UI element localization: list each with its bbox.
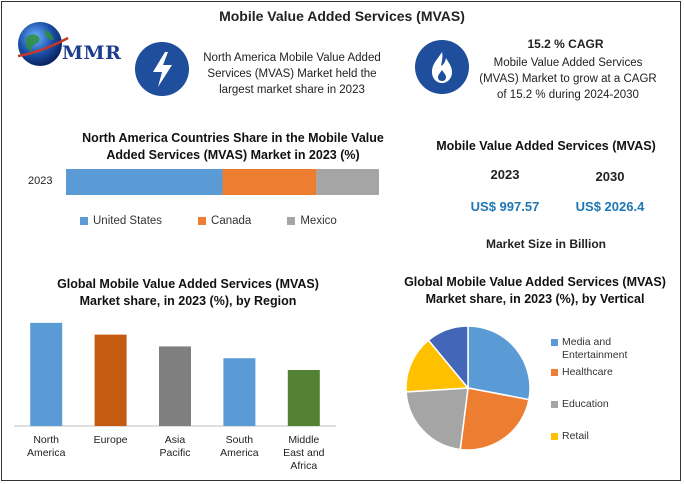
region-bar-asia-pacific [159,346,191,426]
pie-legend-item-education: Education [551,398,679,411]
legend-label: Mexico [300,215,337,227]
country-legend: United States Canada Mexico [80,215,337,227]
legend-label: Retail [562,430,589,442]
region-bar-chart [14,322,336,427]
year-2023: 2023 [490,167,520,182]
market-size-title: Mobile Value Added Services (MVAS) [436,139,656,153]
region-x-ticks: North America Europe Asia Pacific South Ame… [14,434,336,474]
region-bar-middle-east-and-africa [287,370,320,426]
pie-slice-unlabeled-4 [427,325,469,391]
region-tick-south-america: South America [220,434,259,459]
flame-icon [415,40,469,94]
page-title: Mobile Value Added Services (MVAS) [219,8,465,24]
pie-slice-education [405,387,469,451]
legend-swatch [551,401,558,408]
region-tick-europe: Europe [93,434,128,446]
legend-label: Media and Entertainment [562,336,628,361]
legend-swatch [80,217,88,225]
stat-text-1: North America Mobile Value Added Service… [203,52,381,96]
legend-swatch [198,217,207,225]
legend-item-canada: Canada [198,215,251,227]
legend-label: Education [562,398,609,410]
pie-legend-item-retail: Retail [551,430,679,443]
legend-swatch [551,433,558,440]
value-2030: US$ 2026.4 [575,199,645,214]
region-chart-title: Global Mobile Value Added Services (MVAS… [57,277,319,308]
year-2030: 2030 [595,169,625,184]
cagr-heading: 15.2 % CAGR [527,37,604,51]
globe-icon [17,22,69,66]
region-bar-north-america [30,322,63,426]
stat-text-2: Mobile Value Added Services (MVAS) Marke… [479,57,657,101]
region-tick-asia-pacific: Asia Pacific [159,434,191,459]
legend-item-mexico: Mexico [287,215,337,227]
logo-text: MMR [62,42,122,64]
value-2023: US$ 997.57 [470,199,540,214]
legend-label: Healthcare [562,366,613,378]
region-bar-europe [94,334,127,426]
country-bar-segment-mexico [316,169,379,195]
vertical-legend: Media and Entertainment Healthcare Educati… [551,336,679,456]
legend-item-united-states: United States [80,215,162,227]
logo: MMR [14,16,134,76]
country-stacked-bar [66,169,379,195]
legend-label: Canada [211,215,252,227]
country-category-label: 2023 [28,175,53,187]
vertical-chart-title: Global Mobile Value Added Services (MVAS… [404,275,666,306]
pie-legend-item-media-and-entertainment: Media and Entertainment [551,336,679,362]
vertical-pie-chart [405,325,531,451]
region-bar-south-america [223,358,256,426]
market-size-caption: Market Size in Billion [485,237,607,251]
legend-swatch [551,339,558,346]
legend-label: United States [93,215,163,227]
pie-slice-healthcare [459,387,530,451]
legend-swatch [287,217,296,225]
region-tick-north-america: North America [26,434,66,459]
country-bar-segment-canada [222,169,317,195]
pie-slice-media-and-entertainment [467,325,531,401]
lightning-icon [135,42,189,96]
legend-swatch [551,369,558,376]
country-chart-title: North America Countries Share in the Mob… [82,131,384,162]
region-tick-middle-east-and-africa: Middle East and Africa [283,434,325,472]
country-bar-segment-united-states [66,169,223,195]
pie-legend-item-healthcare: Healthcare [551,366,679,379]
pie-slice-retail [405,339,470,393]
